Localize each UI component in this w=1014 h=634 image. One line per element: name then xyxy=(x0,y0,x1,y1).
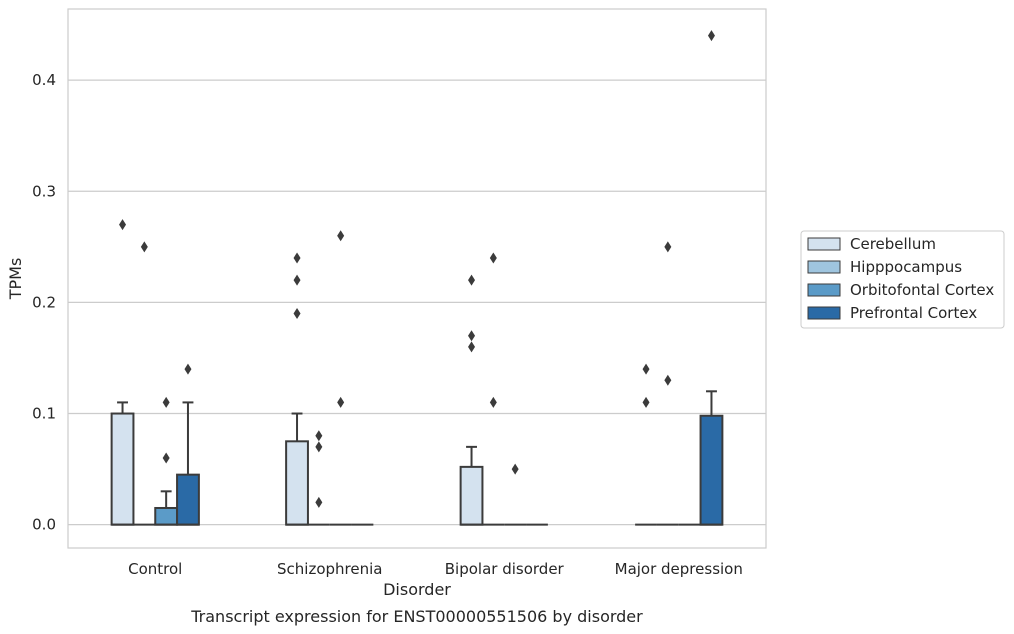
y-tick-label: 0.2 xyxy=(32,293,56,311)
outlier-point xyxy=(293,252,301,264)
outlier-point xyxy=(468,330,476,342)
box-hipppocampus xyxy=(133,241,156,526)
y-tick-label: 0.0 xyxy=(32,516,56,534)
box-cerebellum xyxy=(635,363,657,526)
y-tick-label: 0.4 xyxy=(32,71,56,89)
legend: Cerebellum Hipppocampus Orbitofontal Corte… xyxy=(800,230,1005,329)
y-tick-label: 0.3 xyxy=(32,182,56,200)
outlier-point xyxy=(119,219,127,231)
box-body xyxy=(176,473,200,526)
y-tick-labels: 0.0 0.1 0.2 0.3 0.4 xyxy=(32,71,56,534)
outlier-point xyxy=(293,308,301,320)
outlier-point xyxy=(468,274,476,286)
box-prefrontal-cortex xyxy=(176,363,200,526)
x-tick-label: Control xyxy=(128,560,182,578)
outlier-point xyxy=(293,274,301,286)
box-body xyxy=(699,414,724,526)
box-orbitofontal-cortex xyxy=(329,230,352,526)
x-tick-labels: Control Schizophrenia Bipolar disorder Majo… xyxy=(128,560,743,578)
outlier-point xyxy=(184,363,192,375)
box-cerebellum xyxy=(285,252,309,526)
plot-frame xyxy=(67,8,767,549)
outlier-point xyxy=(489,396,497,408)
box-orbitofontal-cortex xyxy=(504,463,527,526)
box-body xyxy=(459,465,484,526)
box-cerebellum xyxy=(110,219,135,526)
box-hipppocampus xyxy=(656,241,679,526)
x-tick-label: Major depression xyxy=(615,560,743,578)
outlier-point xyxy=(315,496,323,508)
y-tick-label: 0.1 xyxy=(32,405,56,423)
outlier-point xyxy=(162,396,170,408)
box-body xyxy=(110,412,135,526)
box-hipppocampus xyxy=(307,430,330,526)
gridlines xyxy=(68,79,766,526)
outlier-point xyxy=(315,430,323,442)
outlier-point xyxy=(642,363,650,375)
legend-swatch xyxy=(807,283,841,297)
box-orbitofontal-cortex xyxy=(154,396,179,526)
box-prefrontal-cortex xyxy=(699,30,724,526)
legend-frame xyxy=(800,230,1005,329)
legend-label: Hipppocampus xyxy=(850,258,962,276)
box-cerebellum xyxy=(459,274,484,526)
legend-swatch xyxy=(807,306,841,320)
legend-label: Orbitofontal Cortex xyxy=(850,281,994,299)
outlier-point xyxy=(140,241,148,253)
outlier-point xyxy=(162,452,170,464)
box-hipppocampus xyxy=(482,252,505,526)
x-tick-label: Schizophrenia xyxy=(277,560,382,578)
outlier-point xyxy=(511,463,519,475)
legend-swatch xyxy=(807,260,841,274)
legend-swatch xyxy=(807,237,841,251)
box-body xyxy=(154,506,179,526)
outlier-point xyxy=(664,241,672,253)
outlier-point xyxy=(707,30,715,42)
legend-label: Prefrontal Cortex xyxy=(850,304,977,322)
outlier-point xyxy=(489,252,497,264)
y-axis-title: TPMs xyxy=(6,258,25,301)
outlier-point xyxy=(468,341,476,353)
outlier-point xyxy=(337,230,345,242)
x-axis-title: Disorder xyxy=(383,580,451,599)
outlier-point xyxy=(664,374,672,386)
outlier-point xyxy=(642,396,650,408)
outlier-point xyxy=(315,441,323,453)
x-tick-label: Bipolar disorder xyxy=(445,560,565,578)
legend-label: Cerebellum xyxy=(850,235,936,253)
outlier-point xyxy=(337,396,345,408)
box-body xyxy=(285,440,309,526)
box-plot-marks xyxy=(110,30,724,526)
chart-caption: Transcript expression for ENST0000055150… xyxy=(190,607,643,626)
